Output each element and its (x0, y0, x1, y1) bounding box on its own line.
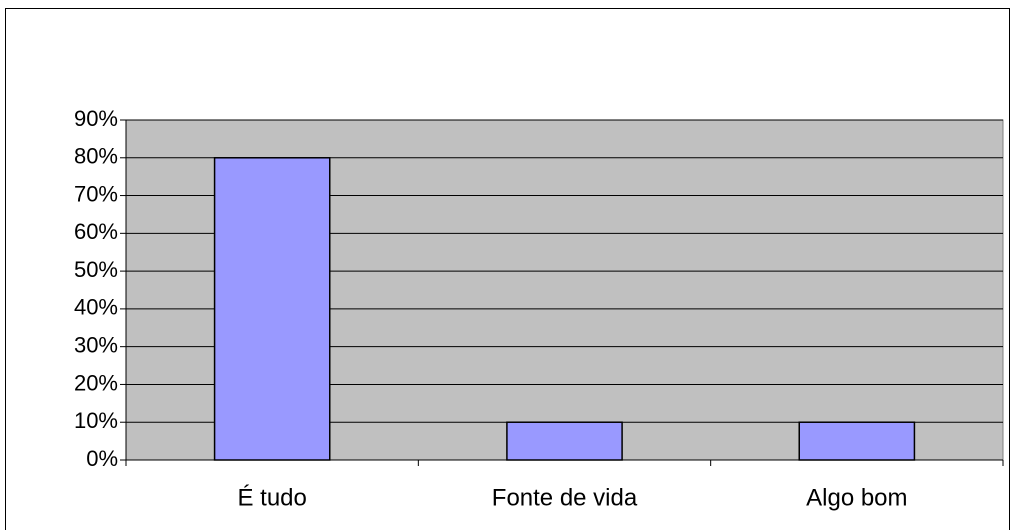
y-tick-label: 60% (74, 219, 118, 244)
y-tick-label: 70% (74, 181, 118, 206)
x-tick-label: Algo bom (806, 484, 907, 511)
y-tick-label: 0% (86, 446, 118, 471)
y-tick-label: 40% (74, 295, 118, 320)
bar (213, 157, 331, 461)
y-tick-label: 10% (74, 408, 118, 433)
bar (506, 421, 623, 461)
y-tick-label: 50% (74, 257, 118, 282)
y-tick-label: 90% (74, 106, 118, 131)
y-tick-label: 30% (74, 332, 118, 357)
y-tick-label: 20% (74, 370, 118, 395)
y-tick-label: 80% (74, 144, 118, 169)
x-tick-label: Fonte de vida (492, 484, 638, 511)
bar (798, 421, 916, 461)
x-tick-label: É tudo (237, 484, 306, 511)
